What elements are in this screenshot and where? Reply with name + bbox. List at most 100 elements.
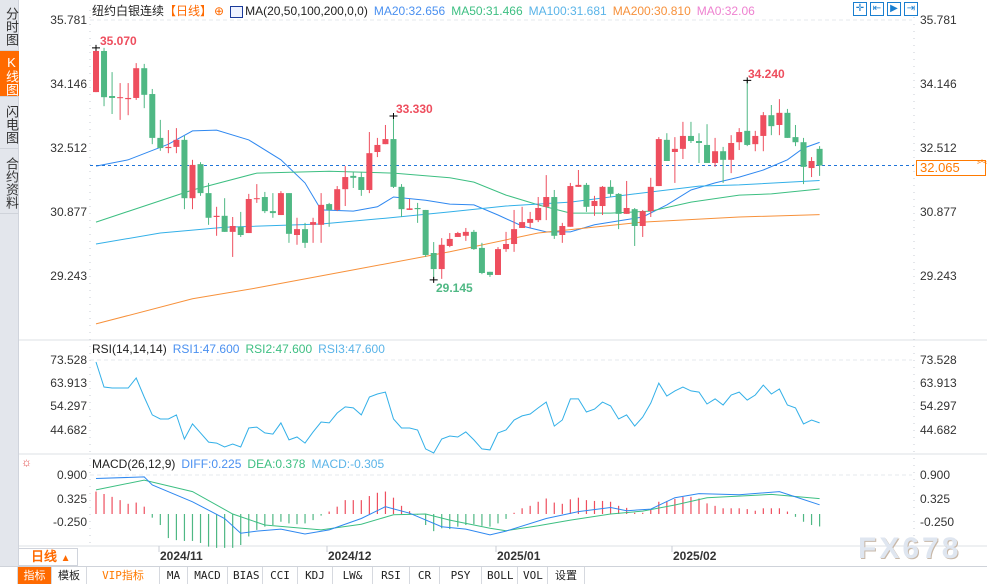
candle-body <box>495 249 501 275</box>
candle-body <box>454 233 461 237</box>
candle-body <box>712 151 719 163</box>
sidebar-tab-kline[interactable]: K线图 <box>0 51 19 97</box>
price-tick-left: 29.243 <box>50 269 87 283</box>
rsi1-value: RSI1:47.600 <box>172 342 240 356</box>
extreme-marker <box>389 112 398 119</box>
high-annotation: 35.070 <box>100 34 137 48</box>
tab-settings[interactable]: 设置 <box>548 567 585 584</box>
candle-body <box>527 218 534 223</box>
candle-body <box>310 222 317 225</box>
candle-body <box>406 208 413 210</box>
candle-body <box>760 115 767 136</box>
sidebar-tab-flash[interactable]: 闪电图 <box>0 97 19 149</box>
chart-canvas[interactable] <box>0 0 987 566</box>
fit-range-icon[interactable]: ⇤ <box>870 2 884 16</box>
candle-body <box>117 97 124 99</box>
tab-vip-indicator[interactable]: VIP指标 <box>87 567 160 584</box>
tab-rsi[interactable]: RSI <box>373 567 410 584</box>
ma-label[interactable]: MA(20,50,100,200,0,0) <box>245 3 368 18</box>
macd-tick: -0.250 <box>920 515 955 529</box>
candle-body <box>318 204 325 225</box>
price-tick-left: 35.781 <box>50 13 87 27</box>
circle-plus-icon[interactable]: ⊕ <box>214 3 225 18</box>
macd-title[interactable]: MACD(26,12,9) <box>92 457 176 471</box>
jump-end-icon[interactable]: ⇥ <box>904 2 918 16</box>
candle-body <box>704 144 711 163</box>
rsi-tick: 54.297 <box>920 399 957 413</box>
candle-body <box>277 193 284 216</box>
candle-body <box>639 211 646 226</box>
ma-chart-icon[interactable] <box>230 5 244 18</box>
rsi2-value: RSI2:47.600 <box>245 342 313 356</box>
tab-bias[interactable]: BIAS <box>228 567 263 584</box>
ma-line-ma200 <box>95 214 820 325</box>
ma0-value: MA0:32.06 <box>696 3 755 18</box>
tab-vol[interactable]: VOL <box>518 567 548 584</box>
tab-cci[interactable]: CCI <box>263 567 298 584</box>
ma200-value: MA200:30.810 <box>612 3 691 18</box>
candle-body <box>551 197 558 236</box>
candle-body <box>808 161 815 169</box>
date-label: 2025/02 <box>673 549 717 563</box>
diff-value: DIFF:0.225 <box>181 457 242 471</box>
sun-settings-icon[interactable]: ☼ <box>21 455 32 469</box>
candle-body <box>655 139 662 187</box>
double-chevron-up-icon[interactable]: ︽ <box>977 155 987 166</box>
crosshair-icon[interactable]: ✛ <box>853 2 867 16</box>
macd-tick: 0.900 <box>920 468 951 482</box>
candle-body <box>173 139 180 147</box>
rsi-tick: 54.297 <box>50 399 87 413</box>
candle-body <box>326 204 333 210</box>
candle-body <box>93 50 99 93</box>
candle-body <box>366 153 373 190</box>
price-tick-left: 34.146 <box>50 77 87 91</box>
candle-body <box>229 225 236 232</box>
symbol-name: 纽约白银连续 <box>92 4 165 18</box>
rsi-tick: 73.528 <box>50 353 87 367</box>
tab-kdj[interactable]: KDJ <box>298 567 333 584</box>
tab-lw[interactable]: LW& <box>333 567 373 584</box>
macd-tick: -0.250 <box>52 515 87 529</box>
price-tick-left: 30.877 <box>50 205 87 219</box>
price-tick-right: 30.877 <box>920 205 957 219</box>
candle-body <box>687 135 694 142</box>
period-selector[interactable]: 日线 ▲ <box>18 548 78 566</box>
main-legend: 纽约白银连续 【日线】 ⊕ MA(20,50,100,200,0,0) MA20… <box>92 2 755 19</box>
macd-value: MACD:-0.305 <box>311 457 385 471</box>
period-tag[interactable]: 【日线】 <box>164 4 213 18</box>
tab-indicator[interactable]: 指标 <box>18 567 52 584</box>
rsi-line <box>95 361 820 454</box>
tab-template[interactable]: 模板 <box>52 567 87 584</box>
triangle-up-icon: ▲ <box>60 553 71 564</box>
candle-body <box>221 215 228 232</box>
candle-body <box>720 151 727 160</box>
high-annotation: 34.240 <box>748 67 785 81</box>
sidebar-tab-timeshare[interactable]: 分时图 <box>0 0 19 51</box>
candle-body <box>792 137 799 143</box>
candle-body <box>696 141 702 143</box>
candle-body <box>478 247 485 273</box>
candle-body <box>752 135 759 145</box>
tab-cr[interactable]: CR <box>410 567 440 584</box>
candle-body <box>245 198 252 234</box>
price-tick-left: 32.512 <box>50 141 87 155</box>
candle-body <box>382 139 389 145</box>
rsi-title[interactable]: RSI(14,14,14) <box>92 342 167 356</box>
rsi-tick: 44.682 <box>920 423 957 437</box>
tab-psy[interactable]: PSY <box>440 567 482 584</box>
candle-body <box>623 207 630 214</box>
ma100-value: MA100:31.681 <box>528 3 607 18</box>
candle-body <box>269 211 276 214</box>
period-label: 日线 <box>31 549 58 564</box>
tab-macd[interactable]: MACD <box>188 567 228 584</box>
tab-boll[interactable]: BOLL <box>482 567 518 584</box>
sidebar-tab-contract-info[interactable]: 合约资料 <box>0 149 19 214</box>
indicator-tab-bar: 指标 模板 VIP指标 MA MACD BIAS CCI KDJ LW& RSI… <box>0 566 987 584</box>
candle-body <box>342 177 349 190</box>
candle-body <box>615 193 622 214</box>
candle-body <box>422 209 429 255</box>
play-range-icon[interactable]: ▶ <box>887 2 901 16</box>
candle-body <box>205 193 212 218</box>
tab-ma[interactable]: MA <box>160 567 188 584</box>
date-label: 2024/12 <box>328 549 372 563</box>
